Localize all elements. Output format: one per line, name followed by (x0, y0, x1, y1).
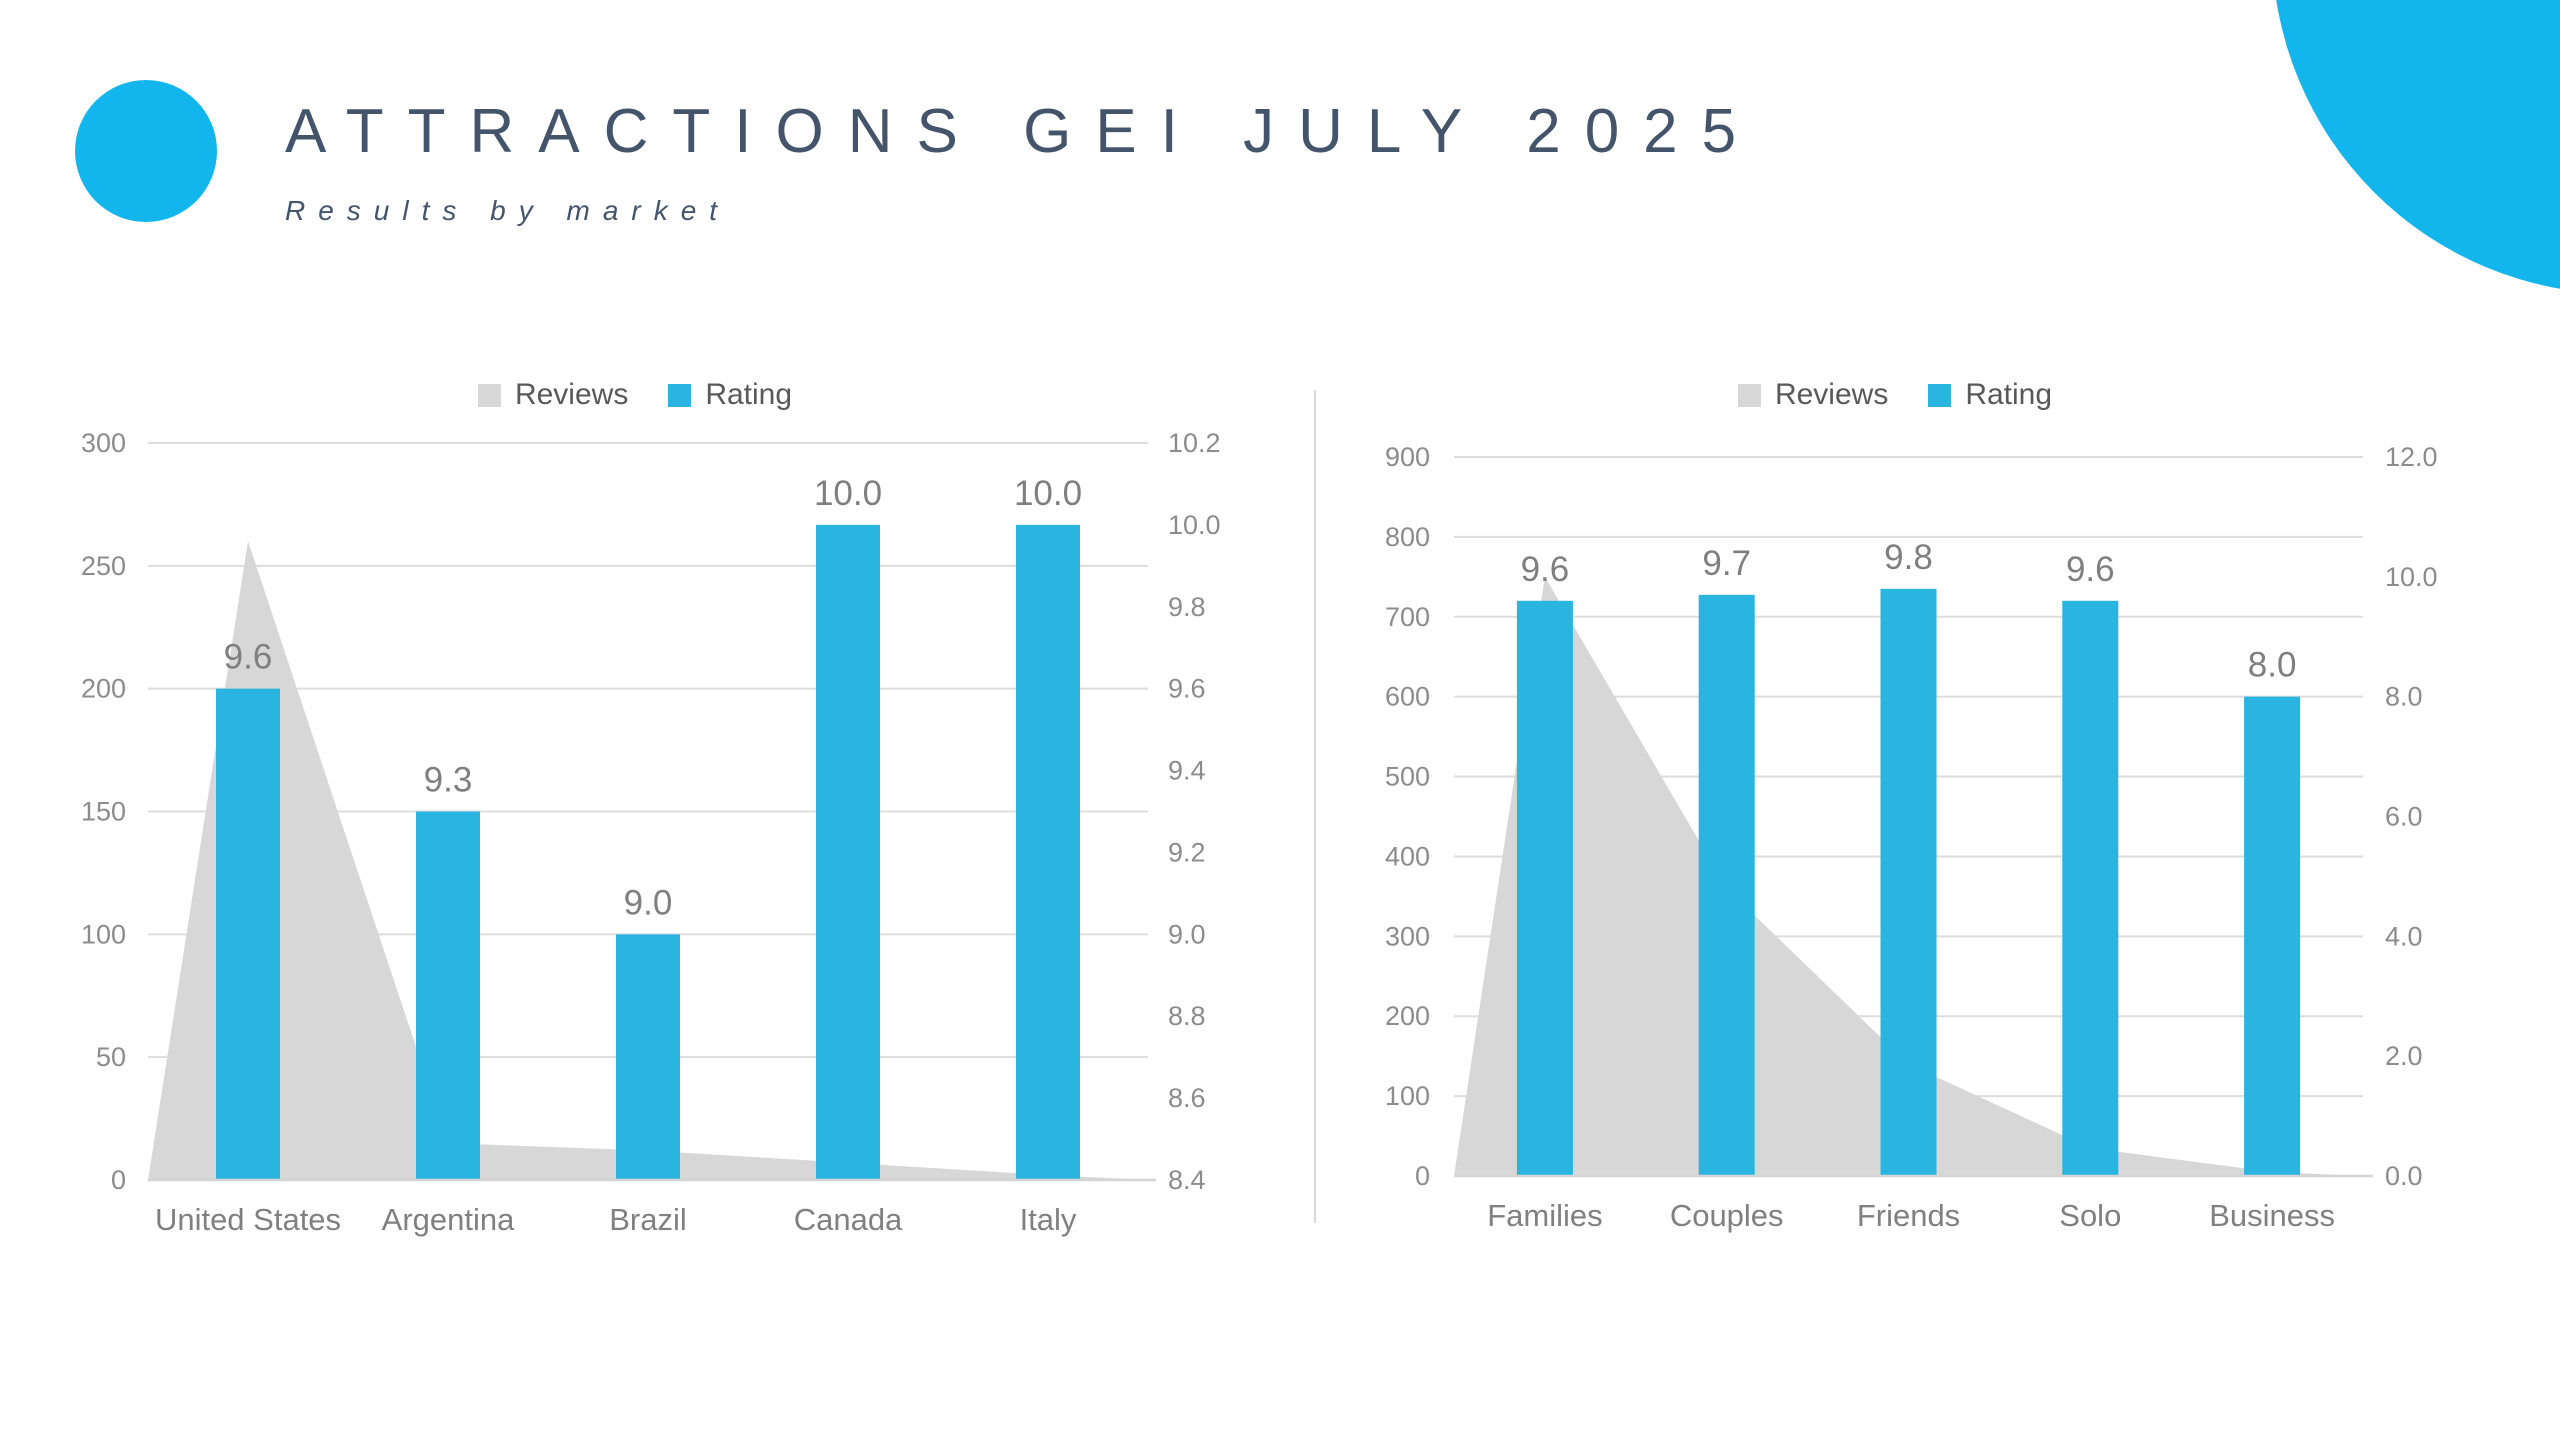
market-combo-chart: 300 250 200 150 100 50 0 10.2 10.0 9.8 9.6 9.4 9.2 9.… (81, 428, 1221, 1237)
right-axis-tick-label: 8.6 (1168, 1083, 1206, 1113)
rating-data-label: 9.6 (2066, 550, 2115, 589)
category-label: Argentina (382, 1202, 515, 1237)
decorative-circle-top-right (2272, 0, 2560, 294)
category-label: United States (155, 1202, 341, 1237)
reviews-legend-label: Reviews (1774, 378, 1889, 411)
rating-bar-brazil (616, 934, 680, 1180)
rating-data-label: 10.0 (814, 474, 882, 513)
rating-bar-canada (816, 524, 880, 1180)
right-axis-tick-label: 9.8 (1168, 592, 1206, 622)
left-axis-tick-label: 600 (1385, 682, 1430, 712)
left-axis-tick-label: 0 (1415, 1161, 1430, 1191)
page-subtitle: Results by market (285, 195, 731, 226)
rating-legend-label: Rating (705, 378, 793, 411)
rating-bar-italy (1016, 524, 1080, 1180)
right-axis-tick-label: 8.0 (2385, 682, 2423, 712)
category-label: Italy (1020, 1202, 1077, 1237)
reviews-legend-swatch (477, 383, 501, 407)
rating-bar-argentina (416, 811, 480, 1180)
left-axis-tick-label: 200 (1385, 1001, 1430, 1031)
right-axis-tick-label: 8.8 (1168, 1001, 1206, 1031)
category-label: Couples (1670, 1198, 1784, 1233)
reviews-area-series (1454, 576, 2363, 1176)
legend-segment-chart: Reviews Rating (1310, 378, 2506, 412)
rating-data-label: 9.7 (1702, 544, 1751, 583)
rating-data-label: 8.0 (2248, 646, 2297, 685)
rating-legend-swatch (668, 383, 692, 407)
left-axis-tick-label: 200 (81, 674, 126, 704)
left-axis-tick-label: 150 (81, 797, 126, 827)
chart-divider-line (1314, 390, 1316, 1223)
segment-combo-chart: 900 800 700 600 500 400 300 200 100 0 12.0 10.0 8.0 6… (1385, 442, 2438, 1233)
rating-data-label: 9.6 (224, 638, 273, 677)
legend-market-chart: Reviews Rating (0, 378, 1296, 412)
rating-data-label: 9.6 (1521, 550, 1570, 589)
reviews-legend-swatch (1737, 383, 1761, 407)
right-axis-tick-label: 12.0 (2385, 442, 2438, 472)
right-axis-tick-label: 8.4 (1168, 1165, 1206, 1195)
right-axis-tick-label: 9.0 (1168, 919, 1206, 949)
right-axis-tick-label: 9.4 (1168, 756, 1206, 786)
right-axis-tick-label: 10.0 (2385, 562, 2438, 592)
rating-bar-friends (1880, 588, 1937, 1176)
page-title: ATTRACTIONS GEI JULY 2025 (285, 97, 1761, 166)
category-label: Friends (1857, 1198, 1960, 1233)
right-axis-tick-label: 10.0 (1168, 510, 1221, 540)
left-axis-tick-label: 300 (1385, 921, 1430, 951)
right-axis-tick-label: 4.0 (2385, 921, 2423, 951)
reviews-legend-label: Reviews (514, 378, 629, 411)
left-axis-tick-label: 250 (81, 551, 126, 581)
left-axis-tick-label: 100 (1385, 1081, 1430, 1111)
rating-bar-united-states (216, 688, 280, 1180)
rating-data-label: 10.0 (1014, 474, 1082, 513)
right-axis-tick-label: 2.0 (2385, 1041, 2423, 1071)
category-label: Families (1487, 1198, 1602, 1233)
rating-bar-solo (2062, 600, 2119, 1176)
category-label: Solo (2059, 1198, 2121, 1233)
right-axis-tick-label: 9.6 (1168, 674, 1206, 704)
left-axis-tick-label: 900 (1385, 442, 1430, 472)
right-axis-tick-label: 10.2 (1168, 428, 1221, 458)
category-label: Canada (794, 1202, 903, 1237)
left-axis-tick-label: 700 (1385, 602, 1430, 632)
rating-bar-couples (1698, 594, 1755, 1176)
rating-data-label: 9.3 (424, 761, 473, 800)
left-axis-tick-label: 50 (96, 1042, 126, 1072)
header: ATTRACTIONS GEI JULY 2025 Results by mar… (285, 96, 1760, 227)
left-axis-tick-label: 500 (1385, 762, 1430, 792)
decorative-circle-top-left (75, 80, 217, 222)
rating-legend-label: Rating (1965, 378, 2053, 411)
left-axis-tick-label: 100 (81, 919, 126, 949)
left-axis-tick-label: 300 (81, 428, 126, 458)
category-label: Brazil (609, 1202, 687, 1237)
rating-bar-business (2244, 696, 2301, 1176)
reviews-area-series (148, 541, 1148, 1180)
rating-bar-families (1516, 600, 1573, 1176)
rating-data-label: 9.0 (624, 883, 673, 922)
right-axis-tick-label: 0.0 (2385, 1161, 2423, 1191)
right-axis-tick-label: 6.0 (2385, 802, 2423, 832)
rating-data-label: 9.8 (1884, 538, 1933, 577)
left-axis-tick-label: 800 (1385, 522, 1430, 552)
left-axis-tick-label: 400 (1385, 841, 1430, 871)
category-label: Business (2209, 1198, 2335, 1233)
left-axis-tick-label: 0 (111, 1165, 126, 1195)
rating-legend-swatch (1928, 383, 1952, 407)
right-axis-tick-label: 9.2 (1168, 837, 1206, 867)
